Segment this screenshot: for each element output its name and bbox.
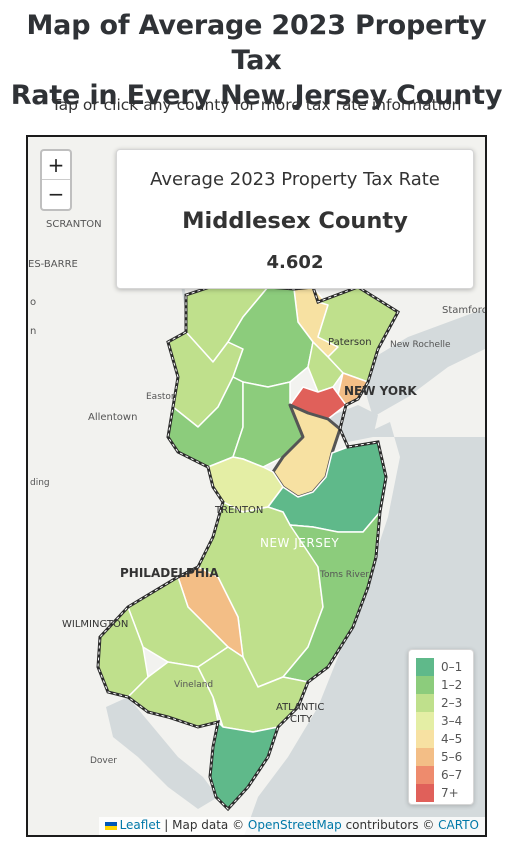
zoom-control: + − <box>40 149 72 211</box>
legend-label: 2–3 <box>441 696 463 710</box>
legend-swatch <box>416 766 434 784</box>
label-reading: ding <box>30 478 50 488</box>
label-new-rochelle: New Rochelle <box>390 340 451 350</box>
legend-swatch <box>416 676 434 694</box>
legend-item: 4–5 <box>416 730 472 748</box>
legend-item: 0–1 <box>416 658 472 676</box>
zoom-out-button[interactable]: − <box>47 182 65 206</box>
label-new-york: NEW YORK <box>344 384 417 398</box>
legend-label: 1–2 <box>441 678 463 692</box>
legend-swatch <box>416 748 434 766</box>
legend-swatch <box>416 712 434 730</box>
attribution-text-2: contributors © <box>341 818 439 832</box>
label-philadelphia: PHILADELPHIA <box>120 566 219 580</box>
label-city: CITY <box>290 714 313 725</box>
label-atlantic: ATLANTIC <box>276 702 324 713</box>
label-paterson: Paterson <box>328 337 372 348</box>
page-title-line-2: Rate in Every New Jersey County <box>10 80 503 111</box>
info-tax-rate-value: 4.602 <box>266 252 324 273</box>
page-title-line-1: Map of Average 2023 Property Tax <box>26 10 487 76</box>
counties-layer[interactable] <box>97 272 399 810</box>
page-subtitle: Tap or click any county for more tax rat… <box>51 96 462 114</box>
state-outline-dashes <box>97 272 399 810</box>
legend-swatch <box>416 784 434 802</box>
info-county-name: Middlesex County <box>182 208 408 234</box>
label-edge-n: n <box>30 326 36 337</box>
label-allentown: Allentown <box>88 412 137 423</box>
label-wilmington: WILMINGTON <box>62 619 128 630</box>
delaware-bay-water <box>106 697 218 809</box>
label-easton: Easton <box>146 392 177 402</box>
info-panel: Average 2023 Property Tax Rate Middlesex… <box>116 149 474 289</box>
legend-swatch <box>416 730 434 748</box>
legend: 0–1 1–2 2–3 3–4 4–5 5–6 6–7 7+ <box>408 649 474 805</box>
label-dover: Dover <box>90 756 117 766</box>
legend-label: 6–7 <box>441 768 463 782</box>
label-trenton: TRENTON <box>214 505 263 516</box>
leaflet-link[interactable]: Leaflet <box>119 818 161 832</box>
legend-label: 7+ <box>441 786 459 800</box>
legend-item: 3–4 <box>416 712 472 730</box>
info-heading: Average 2023 Property Tax Rate <box>150 169 440 190</box>
legend-label: 5–6 <box>441 750 463 764</box>
ukraine-flag-icon <box>104 821 117 830</box>
label-wilkes-barre: ES-BARRE <box>28 259 78 270</box>
label-stamford: Stamford <box>442 305 487 316</box>
map-container[interactable]: SCRANTON ES-BARRE Stamford o Paterson Ne… <box>26 135 487 837</box>
legend-label: 4–5 <box>441 732 463 746</box>
legend-item: 2–3 <box>416 694 472 712</box>
label-edge-o: o <box>30 297 36 308</box>
long-island-sound-water <box>358 308 485 417</box>
carto-link[interactable]: CARTO <box>438 818 479 832</box>
label-new-jersey: NEW JERSEY <box>260 536 339 550</box>
legend-item: 7+ <box>416 784 472 802</box>
label-vineland: Vineland <box>174 680 213 690</box>
legend-item: 1–2 <box>416 676 472 694</box>
lower-bay-water <box>328 405 378 442</box>
openstreetmap-link[interactable]: OpenStreetMap <box>247 818 342 832</box>
legend-label: 3–4 <box>441 714 463 728</box>
label-scranton: SCRANTON <box>46 219 102 230</box>
legend-label: 0–1 <box>441 660 463 674</box>
legend-item: 6–7 <box>416 766 472 784</box>
legend-item: 5–6 <box>416 748 472 766</box>
page-title: Map of Average 2023 Property Tax Rate in… <box>0 8 513 113</box>
legend-swatch <box>416 694 434 712</box>
legend-swatch <box>416 658 434 676</box>
map-attribution: Leaflet | Map data © OpenStreetMap contr… <box>98 817 485 835</box>
attribution-text-1: | Map data © <box>160 818 248 832</box>
zoom-in-button[interactable]: + <box>42 151 70 180</box>
label-toms-river: Toms River <box>319 570 369 580</box>
